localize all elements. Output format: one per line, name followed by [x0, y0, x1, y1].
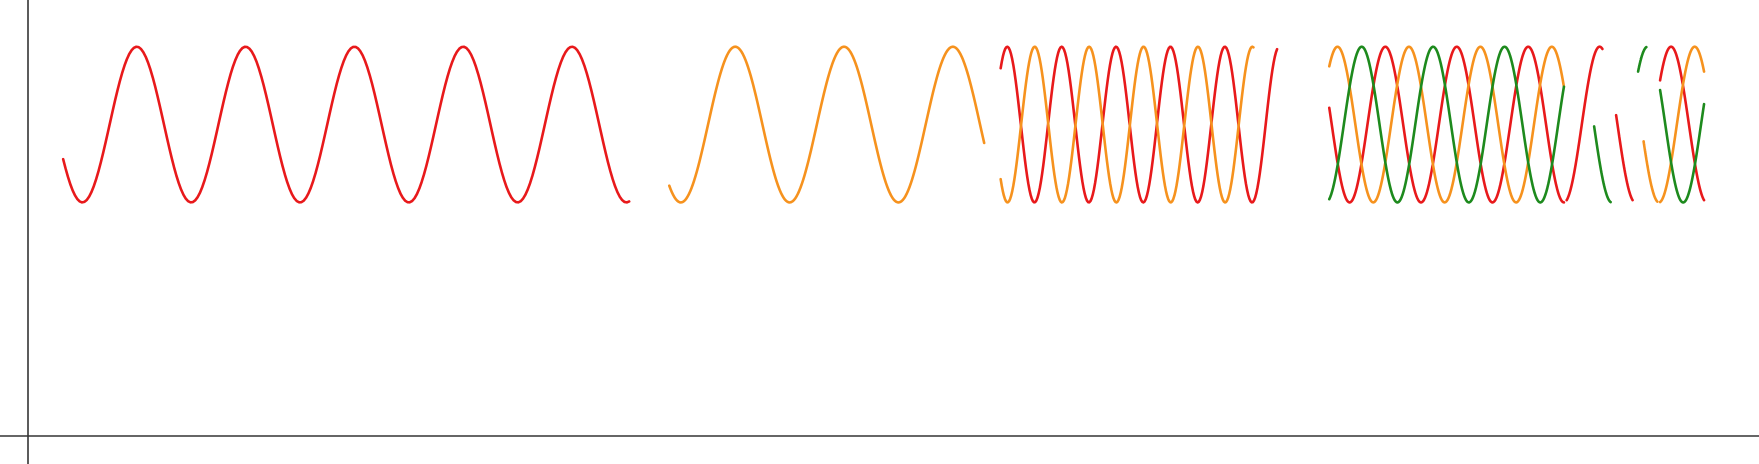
series-red-2 [999, 45, 1279, 204]
series-layer [61, 45, 1706, 204]
series-orange-1 [667, 45, 986, 204]
series-red-7 [1565, 45, 1604, 202]
series-orange-11 [1642, 140, 1659, 203]
series-green-14 [1658, 88, 1706, 204]
series-red-9 [1614, 113, 1634, 202]
series-green-6 [1327, 45, 1566, 204]
series-green-8 [1592, 125, 1612, 204]
series-green-10 [1636, 45, 1648, 73]
series-orange-13 [1658, 45, 1706, 204]
series-red-4 [1327, 45, 1566, 204]
series-red-12 [1658, 45, 1706, 202]
series-red-0 [61, 45, 631, 204]
series-orange-5 [1327, 45, 1566, 204]
series-orange-3 [999, 45, 1255, 204]
